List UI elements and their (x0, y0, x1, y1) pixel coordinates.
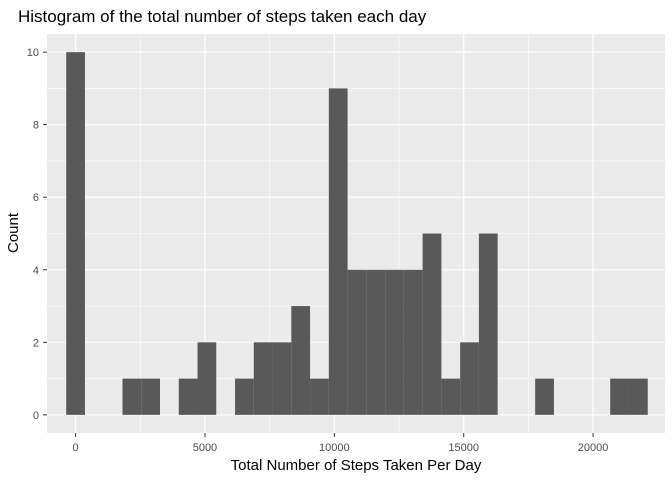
histogram-bar (422, 233, 442, 415)
histogram-bar (328, 88, 348, 415)
histogram-bar (291, 306, 311, 415)
histogram-bar (366, 269, 386, 415)
histogram-bar (141, 378, 161, 415)
histogram-bar (347, 269, 367, 415)
x-tick-label: 10000 (319, 442, 350, 454)
chart-title-layer: Histogram of the total number of steps t… (18, 7, 427, 26)
histogram-bar (478, 233, 498, 415)
histogram-bar (385, 269, 404, 415)
histogram-bar (628, 378, 648, 415)
histogram-bar (272, 342, 292, 415)
histogram-bar (403, 269, 423, 415)
histogram-bar (610, 378, 629, 415)
x-axis-label: Total Number of Steps Taken Per Day (231, 457, 482, 474)
chart-title: Histogram of the total number of steps t… (18, 7, 427, 26)
y-tick-label: 0 (33, 410, 39, 422)
histogram-bar (535, 378, 554, 415)
histogram-bar (460, 342, 479, 415)
y-tick-label: 4 (33, 265, 39, 277)
x-tick-label: 5000 (193, 442, 217, 454)
histogram-bar (310, 378, 329, 415)
histogram-bar (122, 378, 142, 415)
histogram-bar (235, 378, 254, 415)
axes-layer: 0 5000 10000 15000 20000 0 2 4 6 8 10 (27, 47, 609, 454)
x-tick-label: 0 (73, 442, 79, 454)
histogram-bar (66, 52, 85, 415)
y-tick-label: 10 (27, 47, 39, 59)
y-tick-label: 6 (33, 192, 39, 204)
x-tick-label: 20000 (578, 442, 609, 454)
histogram-bar (253, 342, 273, 415)
y-tick-label: 8 (33, 120, 39, 132)
y-tick-label: 2 (33, 337, 39, 349)
histogram-bar (178, 378, 198, 415)
y-axis-label: Count (5, 212, 22, 253)
histogram-bars (66, 52, 648, 415)
histogram-bar (197, 342, 217, 415)
histogram-bar (441, 378, 461, 415)
x-tick-label: 15000 (448, 442, 479, 454)
